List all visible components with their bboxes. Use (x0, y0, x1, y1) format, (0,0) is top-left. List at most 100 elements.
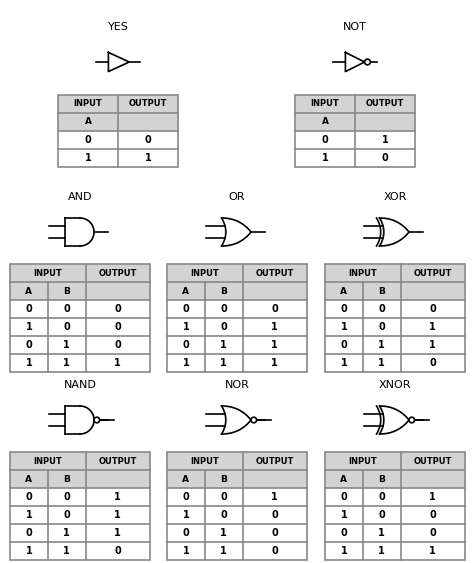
Text: 1: 1 (378, 340, 385, 350)
Bar (10, 264, 150, 372)
Text: OUTPUT: OUTPUT (99, 457, 137, 466)
Text: 0: 0 (220, 510, 227, 520)
Text: A: A (340, 475, 347, 484)
Text: A: A (321, 118, 328, 127)
Text: OUTPUT: OUTPUT (414, 269, 452, 278)
Text: 1: 1 (378, 546, 385, 556)
Text: 1: 1 (378, 528, 385, 538)
Text: 1: 1 (220, 546, 227, 556)
Text: 0: 0 (114, 340, 121, 350)
Text: 1: 1 (64, 340, 70, 350)
Text: INPUT: INPUT (191, 457, 219, 466)
Text: 0: 0 (378, 304, 385, 314)
Text: 0: 0 (272, 510, 278, 520)
Text: 0: 0 (340, 340, 347, 350)
Text: 0: 0 (26, 528, 32, 538)
Text: OUTPUT: OUTPUT (255, 457, 294, 466)
Text: 1: 1 (182, 510, 189, 520)
Bar (86, 470, 150, 488)
Text: YES: YES (108, 22, 128, 32)
Bar (167, 470, 205, 488)
Text: 1: 1 (429, 546, 436, 556)
Text: 1: 1 (26, 358, 32, 368)
Bar (401, 282, 465, 300)
Text: 0: 0 (340, 528, 347, 538)
Text: NAND: NAND (64, 380, 96, 390)
Bar (401, 452, 465, 470)
Bar (363, 282, 401, 300)
Text: 0: 0 (272, 304, 278, 314)
Text: 0: 0 (429, 304, 436, 314)
Text: 0: 0 (340, 492, 347, 502)
Text: 1: 1 (64, 528, 70, 538)
Text: 0: 0 (272, 528, 278, 538)
Bar (118, 113, 178, 131)
Text: A: A (182, 287, 190, 296)
Text: B: B (220, 475, 227, 484)
Bar (58, 113, 118, 131)
Text: B: B (63, 287, 70, 296)
Text: 1: 1 (340, 322, 347, 332)
Bar (10, 282, 48, 300)
Bar (10, 452, 86, 470)
Bar (48, 470, 86, 488)
Text: A: A (84, 118, 91, 127)
Text: 0: 0 (429, 528, 436, 538)
Text: A: A (182, 475, 190, 484)
Bar (325, 452, 401, 470)
Bar (243, 470, 307, 488)
Bar (48, 282, 86, 300)
Bar (295, 95, 415, 167)
Text: 1: 1 (64, 546, 70, 556)
Bar (325, 264, 465, 372)
Text: A: A (26, 475, 32, 484)
Bar (355, 95, 415, 113)
Bar (167, 264, 307, 372)
Circle shape (251, 417, 256, 423)
Text: A: A (26, 287, 32, 296)
Text: INPUT: INPUT (310, 100, 339, 109)
Text: INPUT: INPUT (73, 100, 102, 109)
Bar (167, 282, 205, 300)
Text: 1: 1 (182, 358, 189, 368)
Text: 0: 0 (429, 510, 436, 520)
Text: 1: 1 (340, 358, 347, 368)
Bar (325, 282, 363, 300)
Bar (295, 95, 355, 113)
Text: 1: 1 (114, 492, 121, 502)
Bar (401, 264, 465, 282)
Bar (10, 264, 86, 282)
Text: 1: 1 (340, 546, 347, 556)
Text: 0: 0 (114, 546, 121, 556)
Bar (243, 452, 307, 470)
Text: 1: 1 (64, 358, 70, 368)
Bar (167, 452, 243, 470)
Text: 1: 1 (272, 340, 278, 350)
Text: 1: 1 (429, 322, 436, 332)
Circle shape (365, 59, 370, 65)
Text: INPUT: INPUT (348, 269, 377, 278)
Text: NOT: NOT (343, 22, 367, 32)
Text: OUTPUT: OUTPUT (414, 457, 452, 466)
Bar (363, 470, 401, 488)
Bar (243, 264, 307, 282)
Text: 1: 1 (272, 322, 278, 332)
Text: 1: 1 (429, 340, 436, 350)
Text: 1: 1 (220, 340, 227, 350)
Text: 1: 1 (272, 358, 278, 368)
Text: 0: 0 (64, 510, 70, 520)
Text: 0: 0 (340, 304, 347, 314)
Text: 1: 1 (272, 492, 278, 502)
Text: INPUT: INPUT (34, 269, 62, 278)
Text: AND: AND (68, 192, 92, 202)
Text: 1: 1 (114, 510, 121, 520)
Text: 0: 0 (272, 546, 278, 556)
Text: INPUT: INPUT (34, 457, 62, 466)
Bar (86, 452, 150, 470)
Text: OUTPUT: OUTPUT (129, 100, 167, 109)
Text: 0: 0 (26, 492, 32, 502)
Text: 0: 0 (145, 135, 151, 145)
Text: 1: 1 (220, 358, 227, 368)
Text: 1: 1 (26, 322, 32, 332)
Text: OUTPUT: OUTPUT (366, 100, 404, 109)
